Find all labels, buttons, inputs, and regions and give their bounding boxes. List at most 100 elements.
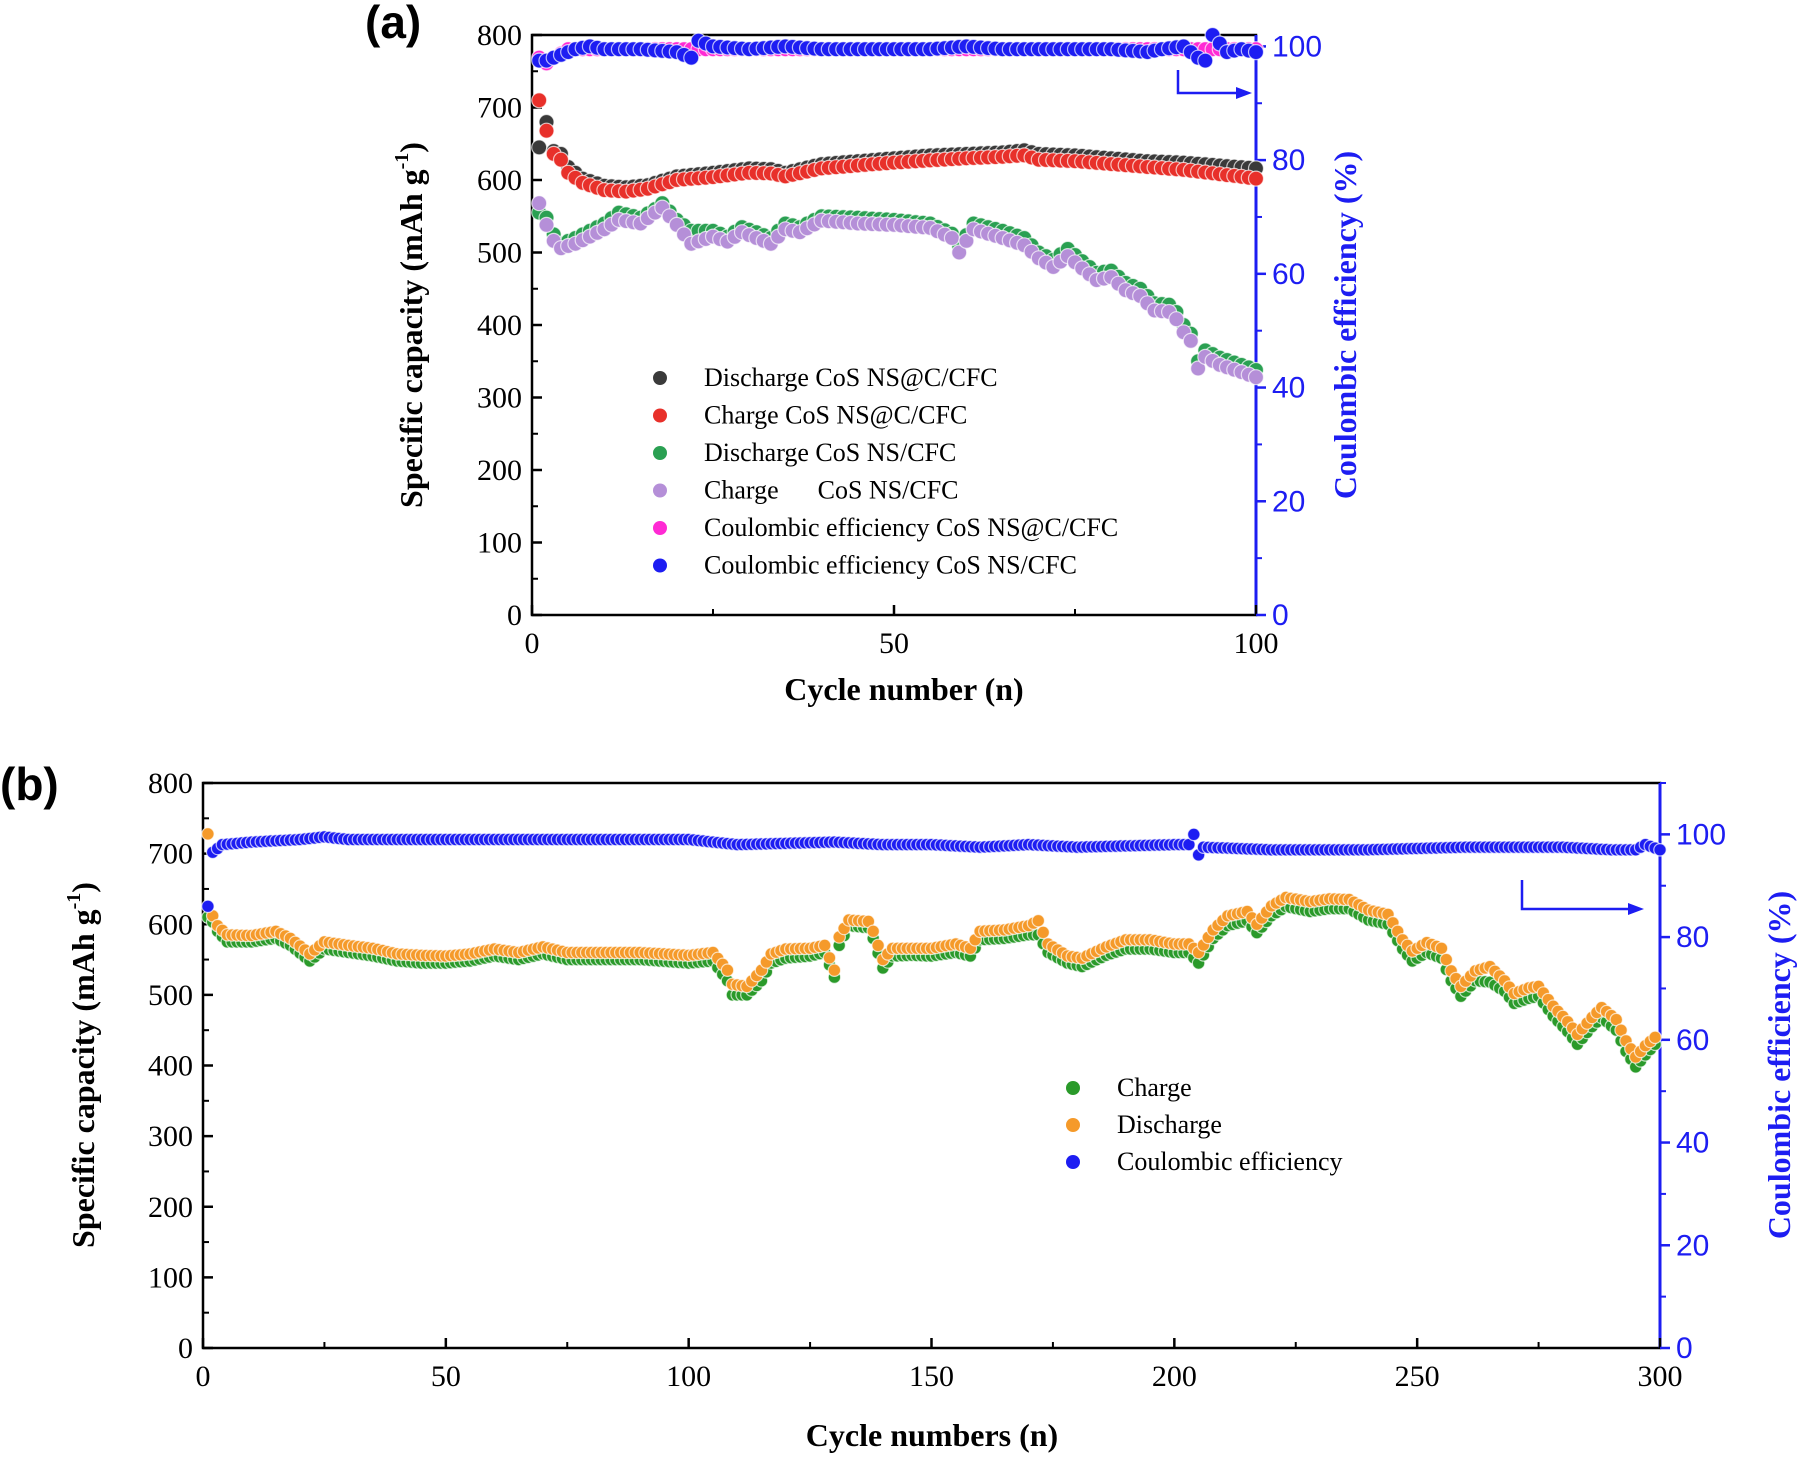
legend-marker <box>1066 1118 1080 1132</box>
legend-marker <box>653 408 667 423</box>
panel-a-legend: Discharge CoS NS@C/CFC Charge CoS NS@C/CF… <box>653 363 1118 580</box>
panel-b-axis-arrowhead <box>1628 903 1644 915</box>
data-point <box>943 229 961 247</box>
data-point <box>1434 941 1449 956</box>
data-point <box>1648 1030 1662 1045</box>
panel-b-y-left-title-main: Specific capacity (mAh g <box>65 909 101 1248</box>
series-3 <box>531 195 1265 386</box>
panel-a-label: (a) <box>365 0 421 48</box>
legend-label: Charge <box>1117 1073 1192 1102</box>
data-point <box>951 244 968 261</box>
data-point <box>1247 43 1265 61</box>
y-right-tick-label: 80 <box>1272 144 1305 177</box>
panel-b-y-left-title-sup: -1 <box>63 893 85 910</box>
y-right-tick-label: 20 <box>1676 1229 1709 1262</box>
y-right-tick-label: 100 <box>1272 30 1322 63</box>
y-left-tick-label: 700 <box>148 838 193 871</box>
data-point <box>1182 332 1199 349</box>
panel-b-y-left-title-close: ) <box>65 882 101 893</box>
x-tick-label: 200 <box>1152 1360 1197 1393</box>
legend-label: Discharge CoS NS@C/CFC <box>704 363 998 392</box>
y-right-tick-label: 60 <box>1676 1024 1709 1057</box>
legend-marker <box>653 483 667 498</box>
data-point <box>822 950 837 965</box>
y-right-tick-label: 60 <box>1272 258 1305 291</box>
data-point <box>538 216 555 233</box>
y-right-tick-label: 0 <box>1676 1332 1693 1365</box>
legend-marker <box>653 446 667 460</box>
legend-marker <box>653 371 667 385</box>
data-point <box>531 139 548 156</box>
data-point <box>1653 842 1667 857</box>
y-left-tick-label: 400 <box>148 1050 193 1083</box>
x-tick-label: 50 <box>431 1360 461 1393</box>
data-point <box>1187 827 1201 842</box>
legend-label: Coulombic efficiency CoS NS/CFC <box>704 551 1077 580</box>
x-tick-label: 100 <box>666 1360 711 1393</box>
panel-b-ticks: 0 50 100 150 200 250 3000100200300400500600700… <box>148 767 1726 1393</box>
data-point <box>1031 913 1046 928</box>
data-point <box>1168 311 1185 328</box>
y-left-tick-label: 100 <box>148 1261 193 1294</box>
panel-a: (a) 0 50 100010020030040050060070080002040… <box>365 0 1363 707</box>
panel-b-label: (b) <box>0 758 59 810</box>
y-right-tick-label: 0 <box>1272 599 1289 632</box>
panel-a-y-left-title-sup: -1 <box>391 153 413 170</box>
legend-label: Coulombic efficiency <box>1117 1147 1343 1176</box>
x-tick-label: 100 <box>1234 627 1279 660</box>
series-5 <box>531 26 1265 69</box>
panel-b-legend: Charge Discharge Coulombic efficiency <box>1066 1073 1343 1176</box>
data-point <box>201 899 215 914</box>
panel-a-y-left-title-close: ) <box>393 142 429 153</box>
y-left-tick-label: 100 <box>477 527 522 560</box>
panel-b-axis-arrow <box>1520 880 1632 911</box>
legend-marker <box>1066 1155 1080 1169</box>
panel-a-y-left-title-main: Specific capacity (mAh g <box>393 169 429 508</box>
data-point <box>1247 170 1265 187</box>
y-left-tick-label: 600 <box>477 164 522 197</box>
data-point <box>538 122 555 139</box>
panel-b-data-points <box>201 827 1667 1074</box>
data-point <box>827 963 842 977</box>
y-left-tick-label: 300 <box>148 1120 193 1153</box>
x-tick-label: 300 <box>1638 1360 1683 1393</box>
y-left-tick-label: 0 <box>178 1332 193 1365</box>
y-left-tick-label: 800 <box>477 19 522 52</box>
panel-b-plot-frame <box>201 781 1662 1350</box>
y-left-tick-label: 200 <box>148 1191 193 1224</box>
y-left-tick-label: 600 <box>148 908 193 941</box>
data-point <box>531 92 548 109</box>
y-right-tick-label: 40 <box>1272 372 1305 405</box>
data-point <box>552 151 570 168</box>
panel-b-x-axis-title: Cycle numbers (n) <box>806 1417 1058 1453</box>
y-left-tick-label: 500 <box>148 979 193 1012</box>
y-right-tick-label: 100 <box>1676 818 1726 851</box>
panel-a-data-points <box>531 26 1265 386</box>
series-2 <box>201 827 1667 914</box>
series-1 <box>201 827 1662 1064</box>
y-right-tick-label: 80 <box>1676 921 1709 954</box>
y-left-tick-label: 800 <box>148 767 193 800</box>
legend-label: Charge CoS NS/CFC <box>704 476 959 505</box>
data-point <box>958 232 975 249</box>
panel-a-ticks: 0 50 1000100200300400500600700800020406080… <box>477 19 1322 660</box>
data-point <box>1189 360 1207 377</box>
x-tick-label: 250 <box>1395 1360 1440 1393</box>
series-0 <box>201 899 1662 1074</box>
panel-a-y-right-title: Coulombic efficiency (%) <box>1327 151 1363 499</box>
panel-a-axis-arrow <box>1176 70 1240 95</box>
panel-a-axis-arrowhead <box>1236 87 1252 99</box>
y-left-tick-label: 400 <box>477 309 522 342</box>
data-point <box>201 827 215 841</box>
panel-b: (b) 0 50 100 150 200 250 300010020030040050060… <box>0 758 1797 1453</box>
y-left-tick-label: 0 <box>507 599 522 632</box>
data-point <box>817 938 832 953</box>
legend-label: Discharge CoS NS/CFC <box>704 438 956 467</box>
x-tick-label: 150 <box>909 1360 954 1393</box>
legend-label: Discharge <box>1117 1110 1222 1139</box>
series-1 <box>531 92 1265 200</box>
data-point <box>683 49 700 66</box>
data-point <box>871 938 885 953</box>
legend-label: Coulombic efficiency CoS NS@C/CFC <box>704 513 1118 542</box>
